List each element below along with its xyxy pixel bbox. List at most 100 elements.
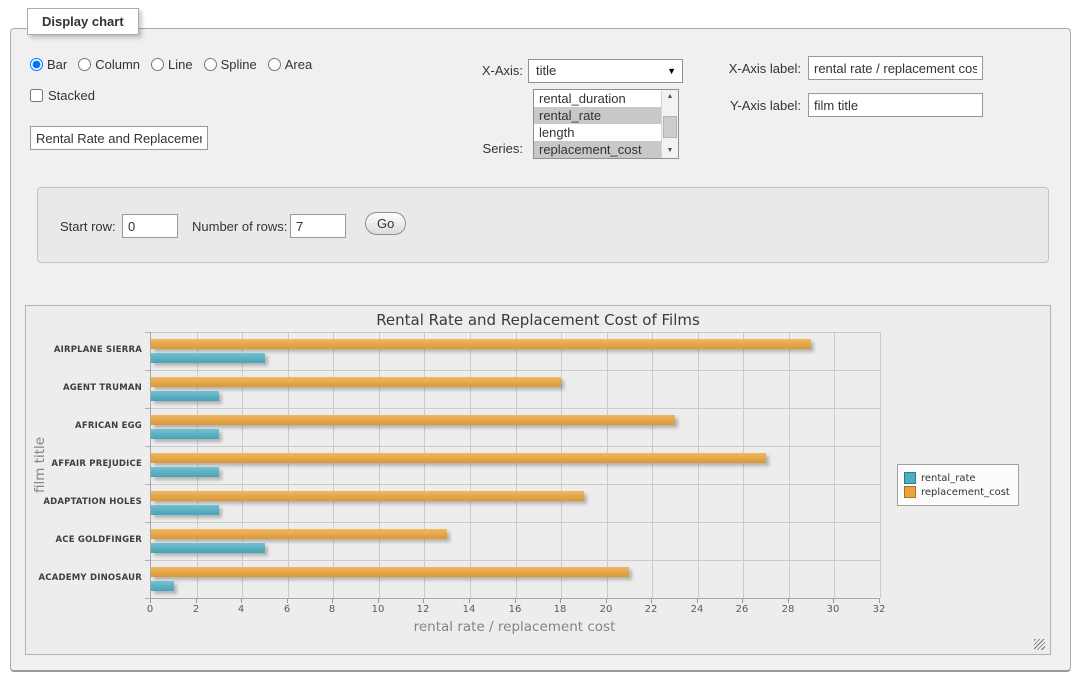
y-axis-label-caption: Y-Axis label: xyxy=(729,98,801,113)
chart-type-radio-column[interactable] xyxy=(78,58,92,71)
gridline xyxy=(333,332,334,598)
bar-rental_rate xyxy=(151,353,265,363)
bar-rental_rate xyxy=(151,391,220,401)
chart-type-option-bar[interactable]: Bar xyxy=(30,57,67,72)
gridline xyxy=(516,332,517,598)
y-tick xyxy=(145,332,150,333)
gridline xyxy=(561,332,562,598)
gridline xyxy=(151,370,880,371)
x-axis-selected-value: title xyxy=(536,63,557,78)
gridline xyxy=(242,332,243,598)
bar-replacement_cost xyxy=(151,529,447,539)
stacked-label: Stacked xyxy=(48,88,95,103)
y-axis-label-input[interactable] xyxy=(808,93,983,117)
legend-item-replacement_cost[interactable]: replacement_cost xyxy=(904,486,1010,498)
legend-label: rental_rate xyxy=(921,472,976,484)
go-button[interactable]: Go xyxy=(365,212,407,235)
bar-rental_rate xyxy=(151,505,220,515)
x-tick-label: 10 xyxy=(371,604,385,615)
x-tick xyxy=(150,599,151,603)
chart-type-radio-line[interactable] xyxy=(151,58,165,71)
num-rows-label: Number of rows: xyxy=(192,219,288,234)
chart-type-option-area[interactable]: Area xyxy=(267,57,312,72)
bar-replacement_cost xyxy=(151,377,561,387)
x-tick-label: 12 xyxy=(416,604,430,615)
category-label: ACE GOLDFINGER xyxy=(55,535,142,545)
chart-type-option-line[interactable]: Line xyxy=(151,57,193,72)
x-tick xyxy=(241,599,242,603)
x-tick-label: 6 xyxy=(283,604,291,615)
x-tick xyxy=(651,599,652,603)
x-tick-label: 4 xyxy=(237,604,245,615)
bar-rental_rate xyxy=(151,543,265,553)
bar-rental_rate xyxy=(151,429,220,439)
stacked-checkbox-row: Stacked xyxy=(30,88,95,103)
legend-item-rental_rate[interactable]: rental_rate xyxy=(904,472,1010,484)
start-row-label: Start row: xyxy=(60,219,116,234)
chart-type-option-spline[interactable]: Spline xyxy=(203,57,257,72)
x-tick xyxy=(879,599,880,603)
resize-handle-icon[interactable] xyxy=(1034,639,1045,650)
x-tick-label: 26 xyxy=(735,604,749,615)
x-axis-label-input[interactable] xyxy=(808,56,983,80)
x-axis-select-label: X-Axis: xyxy=(481,63,523,78)
scroll-up-icon[interactable]: ▲ xyxy=(666,93,674,100)
series-scrollbar[interactable]: ▲ ▼ xyxy=(661,90,678,158)
chart-title-input[interactable] xyxy=(30,126,208,150)
y-tick xyxy=(145,560,150,561)
bar-rental_rate xyxy=(151,581,174,591)
x-tick xyxy=(469,599,470,603)
series-select-label: Series: xyxy=(482,141,523,156)
display-chart-fieldset: Display chart Bar Column Line Spline Area St… xyxy=(10,8,1071,672)
start-row-input[interactable] xyxy=(122,214,178,238)
y-tick xyxy=(145,484,150,485)
row-range-panel: Start row: Number of rows: Go xyxy=(37,187,1049,263)
x-tick xyxy=(560,599,561,603)
scroll-down-icon[interactable]: ▼ xyxy=(666,147,674,154)
bar-replacement_cost xyxy=(151,415,675,425)
gridline xyxy=(151,484,880,485)
fieldset-legend: Display chart xyxy=(27,8,139,35)
chart-type-radio-area[interactable] xyxy=(267,58,281,71)
x-tick-label: 22 xyxy=(644,604,658,615)
x-tick xyxy=(196,599,197,603)
gridline xyxy=(151,560,880,561)
stacked-checkbox[interactable] xyxy=(30,89,43,102)
bar-replacement_cost xyxy=(151,339,812,349)
x-tick-label: 20 xyxy=(599,604,613,615)
x-tick xyxy=(378,599,379,603)
series-option-rental_duration[interactable]: rental_duration xyxy=(539,91,626,106)
x-tick-label: 2 xyxy=(192,604,200,615)
legend-swatch xyxy=(904,486,916,498)
x-axis-select[interactable]: title ▼ xyxy=(528,59,683,83)
series-option-replacement_cost[interactable]: replacement_cost xyxy=(534,141,662,158)
x-tick xyxy=(833,599,834,603)
bar-replacement_cost xyxy=(151,453,766,463)
series-options: rental_duration rental_rate length replacem… xyxy=(534,90,662,158)
gridline xyxy=(151,446,880,447)
category-label: AIRPLANE SIERRA xyxy=(53,345,142,355)
category-label: AFRICAN EGG xyxy=(75,421,142,431)
chart-type-radio-spline[interactable] xyxy=(203,58,217,71)
gridline xyxy=(197,332,198,598)
chart-type-radio-bar[interactable] xyxy=(30,58,43,71)
category-label: AGENT TRUMAN xyxy=(62,383,142,393)
chart-type-option-column[interactable]: Column xyxy=(78,57,140,72)
series-multiselect[interactable]: rental_duration rental_rate length replacem… xyxy=(533,89,679,159)
chevron-down-icon: ▼ xyxy=(667,66,676,76)
series-option-length[interactable]: length xyxy=(539,125,575,140)
num-rows-input[interactable] xyxy=(290,214,346,238)
series-option-rental_rate[interactable]: rental_rate xyxy=(534,107,662,124)
x-axis-title: rental rate / replacement cost xyxy=(413,619,616,635)
gridline xyxy=(151,332,880,333)
plot-area xyxy=(150,332,881,599)
x-tick-label: 32 xyxy=(872,604,886,615)
scrollbar-thumb[interactable] xyxy=(663,116,677,138)
y-tick xyxy=(145,370,150,371)
chart-title: Rental Rate and Replacement Cost of Film… xyxy=(376,311,700,329)
chart-container: Rental Rate and Replacement Cost of Film… xyxy=(25,305,1051,655)
x-tick-label: 8 xyxy=(328,604,336,615)
chart-type-label: Line xyxy=(168,57,193,72)
x-tick-label: 30 xyxy=(826,604,840,615)
x-tick xyxy=(742,599,743,603)
